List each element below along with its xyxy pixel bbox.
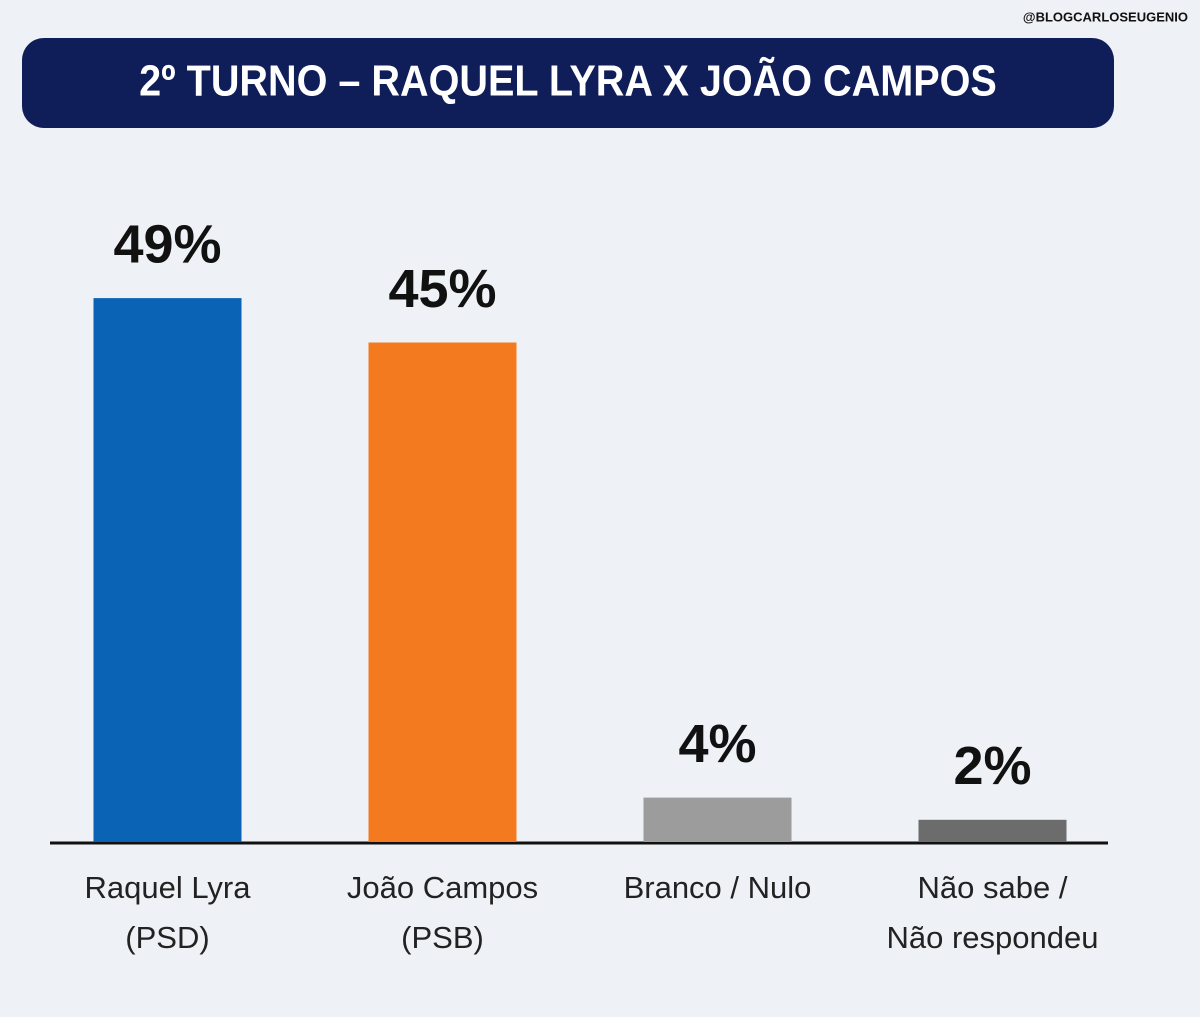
x-tick-label: Não respondeu (887, 920, 1099, 955)
bar (643, 797, 792, 842)
value-label: 4% (678, 714, 756, 774)
value-label: 49% (113, 214, 221, 274)
x-tick-label: (PSD) (125, 920, 209, 955)
watermark: @BLOGCARLOSEUGENIO (1023, 9, 1188, 24)
x-tick-label: (PSB) (401, 920, 484, 955)
x-tick-label: João Campos (347, 870, 538, 905)
chart-title: 2º TURNO – RAQUEL LYRA X JOÃO CAMPOS (139, 56, 997, 105)
x-tick-label: Não sabe / (918, 870, 1068, 905)
bar (93, 298, 242, 843)
value-label: 45% (388, 259, 496, 319)
value-label: 2% (953, 736, 1031, 796)
x-tick-label: Branco / Nulo (624, 870, 812, 905)
bar (918, 819, 1067, 842)
x-tick-label: Raquel Lyra (84, 870, 251, 905)
bar (368, 342, 517, 842)
title-banner (22, 38, 1114, 128)
